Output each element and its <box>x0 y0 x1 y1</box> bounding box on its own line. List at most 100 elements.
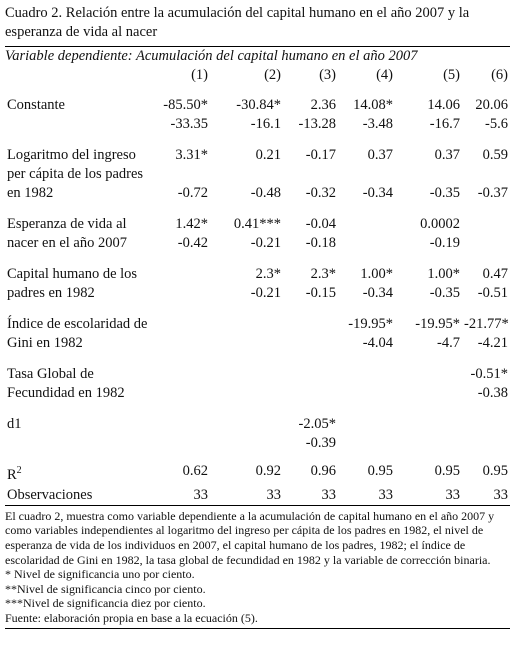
standard-error: -0.48 <box>250 185 281 201</box>
coefficient: -0.51* <box>470 366 508 382</box>
standard-error <box>150 434 210 453</box>
coefficient: -2.05* <box>298 416 336 432</box>
row-label: Esperanza de vida al nacer en el año 200… <box>7 216 127 251</box>
coefficient-row: Capital humano de los padres en 1982 2.3*… <box>5 253 510 301</box>
standard-error: -16.7 <box>429 116 460 132</box>
summary-value: 33 <box>462 484 510 506</box>
note-line: Fuente: elaboración propia en base a la … <box>5 610 258 625</box>
coefficient: 3.31* <box>175 147 208 163</box>
coefficient: 0.41*** <box>233 216 281 232</box>
coefficient: 14.08* <box>353 97 393 113</box>
summary-value: 33 <box>210 484 283 506</box>
coefficient: -30.84* <box>236 97 281 113</box>
note-line: **Nivel de significancia cinco por cient… <box>5 581 206 596</box>
standard-error <box>338 234 395 253</box>
coefficient <box>210 403 283 434</box>
standard-error <box>210 334 283 353</box>
standard-error: -0.34 <box>362 285 393 301</box>
standard-error-row: -0.38 <box>5 384 510 403</box>
standard-error: -0.38 <box>477 385 508 401</box>
coefficient: 0.47 <box>482 266 508 282</box>
row-label: R2 <box>5 453 150 485</box>
header-row: (1) (2) (3) (4) (5) (6) <box>5 66 510 84</box>
column-header: (2) <box>264 67 281 83</box>
standard-error: -0.37 <box>477 185 508 201</box>
coefficient <box>210 303 283 334</box>
standard-error: -0.21 <box>250 235 281 251</box>
standard-error <box>338 434 395 453</box>
standard-error <box>150 384 210 403</box>
coefficient: 0.37 <box>367 147 393 163</box>
standard-error: -0.35 <box>429 185 460 201</box>
coefficient: -19.95* <box>348 316 393 332</box>
coefficient: 1.42* <box>175 216 208 232</box>
coefficient: 2.36 <box>310 97 336 113</box>
coefficient <box>150 353 210 384</box>
coefficient <box>150 303 210 334</box>
coefficient <box>338 203 395 234</box>
standard-error <box>395 434 462 453</box>
standard-error: -0.35 <box>429 285 460 301</box>
coefficient: 0.0002 <box>420 216 460 232</box>
header-cell <box>5 66 150 84</box>
standard-error <box>462 234 510 253</box>
standard-error: -0.32 <box>305 185 336 201</box>
title: Cuadro 2. Relación entre la acumulación … <box>5 5 470 40</box>
standard-error: -3.48 <box>362 116 393 132</box>
standard-error: -0.18 <box>305 235 336 251</box>
coefficient <box>283 353 338 384</box>
coefficient <box>395 403 462 434</box>
row-label: Capital humano de los padres en 1982 <box>7 266 138 301</box>
coefficient <box>462 203 510 234</box>
coefficient <box>395 353 462 384</box>
standard-error-row: -0.72 -0.48 -0.32 -0.34 -0.35 -0.37 <box>5 177 510 203</box>
coefficient <box>462 403 510 434</box>
row-label: Índice de escolaridad de Gini en 1982 <box>7 316 148 351</box>
standard-error-row: -33.35 -16.1 -13.28 -3.48 -16.7 -5.6 <box>5 115 510 134</box>
summary-value: 0.95 <box>482 463 508 479</box>
standard-error <box>338 384 395 403</box>
summary-value: 33 <box>338 484 395 506</box>
row-label: d1 <box>7 416 22 432</box>
standard-error-row: -0.39 <box>5 434 510 453</box>
coefficient-row: d1 -2.05* <box>5 403 510 434</box>
coefficient-row: Constante -85.50* -30.84* 2.36 14.08* 14.06 20… <box>5 84 510 115</box>
coefficient <box>338 403 395 434</box>
coefficient-row: Índice de escolaridad de Gini en 1982 -19… <box>5 303 510 351</box>
standard-error <box>462 434 510 453</box>
coefficient <box>150 403 210 434</box>
row-label: Constante <box>7 97 65 113</box>
column-header: (1) <box>191 67 208 83</box>
summary-value: 33 <box>395 484 462 506</box>
standard-error-row: -0.21 -0.15 -0.34 -0.35 -0.51 <box>5 284 510 303</box>
summary-value: 0.95 <box>434 463 460 479</box>
coefficient: 0.59 <box>482 147 508 163</box>
standard-error: -0.21 <box>250 285 281 301</box>
summary-value: 0.95 <box>367 463 393 479</box>
coefficient: -19.95* <box>415 316 460 332</box>
note-line: * Nivel de significancia uno por ciento. <box>5 567 195 582</box>
coefficient <box>150 253 210 284</box>
coefficient <box>283 303 338 334</box>
coefficient <box>210 353 283 384</box>
standard-error <box>210 434 283 453</box>
summary-value: 33 <box>283 484 338 506</box>
standard-error: -0.19 <box>429 235 460 251</box>
label-text: R <box>7 466 17 483</box>
coefficient: 1.00* <box>427 266 460 282</box>
standard-error <box>283 334 338 353</box>
standard-error: -5.6 <box>485 116 508 132</box>
coefficient: 14.06 <box>427 97 460 113</box>
summary-row: R2 0.62 0.92 0.96 0.95 0.95 0.95 <box>5 453 510 485</box>
column-header: (4) <box>376 67 393 83</box>
note-line: ***Nivel de significancia diez por cient… <box>5 596 206 611</box>
standard-error: -33.35 <box>170 116 208 132</box>
row-label: Logaritmo del ingreso per cápita de los … <box>7 147 144 201</box>
note-paragraph: El cuadro 2, muestra como variable depen… <box>5 508 495 567</box>
column-header: (3) <box>319 67 336 83</box>
standard-error: -4.21 <box>477 335 508 351</box>
table-body: (1) (2) (3) (4) (5) (6) Constante -85.50* -30.84… <box>5 66 510 506</box>
subtitle: Variable dependiente: Acumulación del ca… <box>5 46 510 66</box>
coefficient: 1.00* <box>360 266 393 282</box>
